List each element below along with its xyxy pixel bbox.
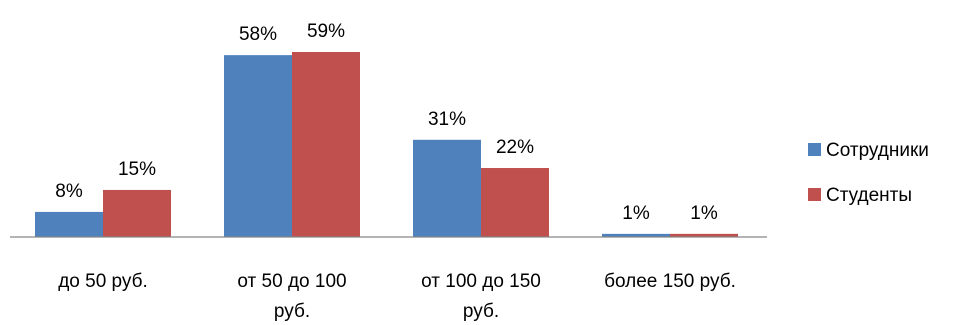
legend: Сотрудники Студенты [808,140,929,206]
bar-series-2-cat-1 [103,189,171,237]
data-label: 1% [690,203,718,224]
category-label-line: от 100 до 150 [421,271,541,292]
legend-swatch [808,188,821,201]
bar-series-2-cat-4 [670,233,738,237]
category-label-line: руб. [274,301,310,322]
category-label-line: более 150 руб. [604,271,736,292]
bar-series-1-cat-2 [224,55,292,238]
data-label: 31% [428,109,466,130]
data-label: 59% [307,21,345,42]
category-label: от 100 до 150 руб. [421,271,541,322]
bars-group [35,52,738,238]
bar-series-1-cat-1 [35,211,103,237]
category-label: от 50 до 100 руб. [237,271,346,322]
legend-swatch [808,143,821,156]
bar-series-1-cat-4 [602,233,670,237]
bar-series-1-cat-3 [413,139,481,237]
data-label: 22% [496,137,534,158]
category-label-line: от 50 до 100 [237,271,346,292]
category-labels-group: до 50 руб. от 50 до 100 руб. от 100 до 150 р… [58,271,736,322]
bar-series-2-cat-3 [481,168,549,237]
data-label: 1% [622,203,650,224]
category-label-line: до 50 руб. [58,271,148,292]
category-label: более 150 руб. [604,271,736,292]
bar-labels-group: 8% 15% 58% 59% 31% 22% 1% 1% [55,21,718,224]
data-label: 58% [239,24,277,45]
category-label-line: руб. [463,301,499,322]
bar-series-2-cat-2 [292,52,360,237]
data-label: 8% [55,181,83,202]
legend-label: Студенты [826,185,912,206]
legend-label: Сотрудники [826,140,929,161]
category-label: до 50 руб. [58,271,148,292]
data-label: 15% [118,159,156,180]
